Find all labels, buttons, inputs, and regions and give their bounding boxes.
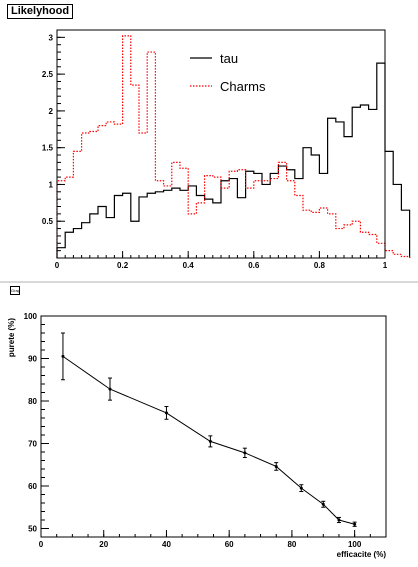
- likelihood-plot: 0 0.2 0.4 0.6 0.8 1 0.5 1 1.5 2 2.5 3 tau Charms: [42, 29, 411, 270]
- data-point: [353, 522, 357, 526]
- x-tick-label: 100: [348, 540, 362, 549]
- data-point: [208, 439, 212, 443]
- x-tick-label: 0.4: [183, 261, 195, 270]
- x-tick-label: 0.6: [248, 261, 260, 270]
- y-tick-label: 2.5: [42, 70, 54, 79]
- y-tick-label: 3: [49, 33, 54, 42]
- plot-frame: [40, 315, 387, 538]
- graph-title: Graph: [10, 286, 20, 295]
- y-tick-label: 100: [24, 312, 38, 321]
- data-point: [108, 387, 112, 391]
- y-tick-label: 2: [49, 107, 54, 116]
- series-line-1: [56, 35, 411, 258]
- pad-separator: [0, 281, 418, 283]
- data-point: [321, 502, 325, 506]
- data-point: [164, 411, 168, 415]
- legend-label-0: tau: [220, 51, 238, 66]
- y-tick-label: 60: [28, 482, 37, 491]
- x-tick-label: 0.2: [117, 261, 129, 270]
- data-point: [243, 451, 247, 455]
- y-tick-label: 50: [28, 525, 37, 534]
- x-tick-label: 60: [225, 540, 234, 549]
- chart-title: Likelyhood: [7, 4, 74, 19]
- data-point: [337, 518, 341, 522]
- data-point: [61, 354, 65, 358]
- legend-label-1: Charms: [220, 79, 266, 94]
- y-tick-label: 90: [28, 355, 37, 364]
- x-tick-label: 80: [287, 540, 296, 549]
- series-line: [62, 355, 355, 525]
- x-axis-label: efficacite (%): [337, 550, 387, 559]
- x-tick-label: 0: [39, 540, 44, 549]
- y-tick-label: 70: [28, 440, 37, 449]
- series-line-0: [56, 62, 411, 258]
- graph-pad: 0 20 40 60 80 100 50 60 70 80 90 100 efficacite (%) p…: [0, 283, 418, 567]
- x-tick-label: 0: [55, 261, 60, 270]
- x-tick-label: 1: [383, 261, 388, 270]
- y-axis-label: purete (%): [7, 318, 16, 357]
- y-tick-label: 1.5: [42, 144, 54, 153]
- x-tick-label: 20: [99, 540, 108, 549]
- y-tick-label: 80: [28, 397, 37, 406]
- y-tick-label: 0.5: [42, 217, 54, 226]
- x-tick-label: 40: [162, 540, 171, 549]
- data-point: [274, 464, 278, 468]
- y-tick-label: 1: [49, 180, 54, 189]
- likelihood-pad: 0 0.2 0.4 0.6 0.8 1 0.5 1 1.5 2 2.5 3 tau Charms Like…: [0, 0, 418, 282]
- x-tick-label: 0.8: [314, 261, 326, 270]
- data-point: [299, 486, 303, 490]
